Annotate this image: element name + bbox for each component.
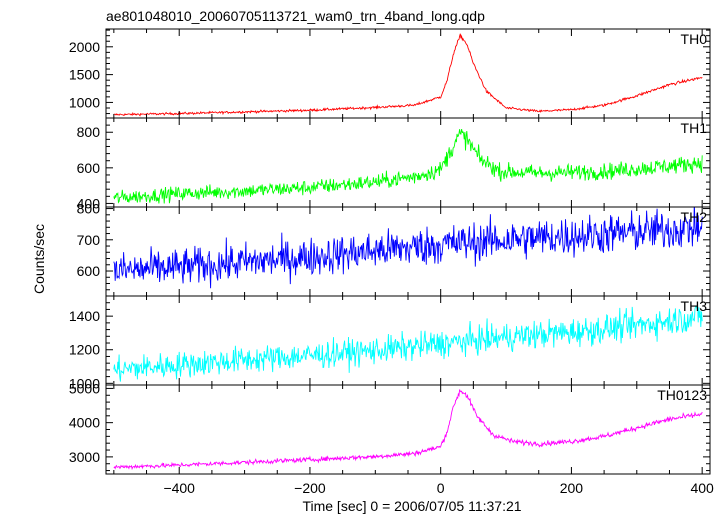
panel-th2: 600 700 800 TH2 <box>77 201 711 297</box>
y-tick-label: 3000 <box>69 449 100 465</box>
panel-th1: 400 600 800 TH1 <box>77 117 711 211</box>
y-tick-label: 1000 <box>69 94 100 110</box>
y-tick-label: 600 <box>77 263 101 279</box>
series-th0123 <box>113 389 703 471</box>
y-tick-label: 5000 <box>69 380 100 396</box>
panel-frame <box>105 384 711 475</box>
y-tick-label: 1500 <box>69 67 100 83</box>
y-tick-label: 2000 <box>69 39 100 55</box>
panel-th0123: 3000 4000 5000 TH0123 <box>69 380 711 475</box>
x-tick-label: 200 <box>560 480 584 496</box>
series-th3 <box>113 305 703 382</box>
y-tick-label: 700 <box>77 232 101 248</box>
x-tick-label: 0 <box>437 480 445 496</box>
chart-title: ae801048010_20060705113721_wam0_trn_4ban… <box>106 8 485 24</box>
y-tick-label: 600 <box>77 160 101 176</box>
y-axis-label: Counts/sec <box>31 224 47 294</box>
x-tick-label: −200 <box>294 480 326 496</box>
y-tick-label: 1200 <box>69 342 100 358</box>
y-tick-label: 1000 <box>69 375 100 391</box>
x-tick-label: −400 <box>163 480 195 496</box>
panel-th3: 1000 1200 1400 TH3 <box>69 295 711 391</box>
y-tick-label: 800 <box>77 201 101 217</box>
panel-label: TH1 <box>681 120 708 136</box>
panel-th0: 1000 1500 2000 TH0 <box>69 28 711 119</box>
x-tick-label: 400 <box>690 480 714 496</box>
series-th2 <box>113 207 703 289</box>
panel-label: TH0 <box>681 31 708 47</box>
panel-label: TH2 <box>681 209 708 225</box>
series-th0 <box>113 33 703 117</box>
panel-label: TH0123 <box>657 387 707 403</box>
x-axis-label: Time [sec] 0 = 2006/07/05 11:37:21 <box>302 498 521 514</box>
panel-label: TH3 <box>681 298 708 314</box>
series-th1 <box>113 129 703 204</box>
y-tick-label: 400 <box>77 195 101 211</box>
y-tick-label: 800 <box>77 124 101 140</box>
y-tick-label: 1400 <box>69 308 100 324</box>
y-tick-label: 4000 <box>69 415 100 431</box>
